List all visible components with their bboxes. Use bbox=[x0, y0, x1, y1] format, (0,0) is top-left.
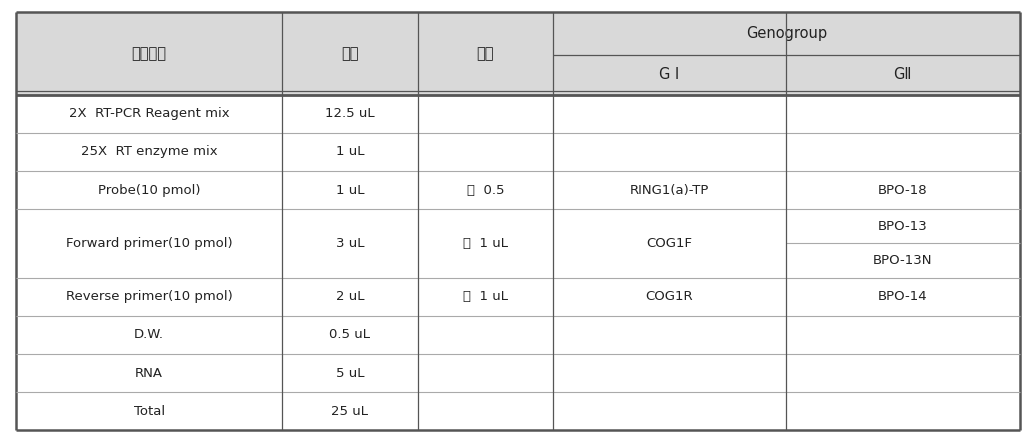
Bar bbox=[17, 354, 282, 392]
Text: 각  1 uL: 각 1 uL bbox=[463, 237, 508, 250]
Text: 25X  RT enzyme mix: 25X RT enzyme mix bbox=[81, 145, 218, 158]
Text: BPO-18: BPO-18 bbox=[879, 183, 927, 197]
Bar bbox=[553, 133, 786, 171]
Bar bbox=[786, 354, 1019, 392]
Bar bbox=[282, 133, 418, 171]
Bar bbox=[418, 278, 553, 316]
Bar bbox=[282, 278, 418, 316]
Text: 12.5 uL: 12.5 uL bbox=[325, 107, 375, 120]
Bar bbox=[282, 209, 418, 278]
Bar bbox=[418, 316, 553, 354]
Bar bbox=[786, 171, 1019, 209]
Text: 각  0.5: 각 0.5 bbox=[466, 183, 505, 197]
Bar bbox=[17, 316, 282, 354]
Text: 용량: 용량 bbox=[341, 46, 358, 61]
Text: 각  1 uL: 각 1 uL bbox=[463, 290, 508, 303]
Text: RNA: RNA bbox=[135, 366, 164, 380]
Bar bbox=[553, 95, 786, 133]
Text: Probe(10 pmol): Probe(10 pmol) bbox=[98, 183, 200, 197]
Bar bbox=[553, 11, 1019, 55]
Text: 1 uL: 1 uL bbox=[336, 183, 364, 197]
Text: 구성성분: 구성성분 bbox=[132, 46, 167, 61]
Text: Reverse primer(10 pmol): Reverse primer(10 pmol) bbox=[66, 290, 232, 303]
Bar bbox=[553, 278, 786, 316]
Text: D.W.: D.W. bbox=[135, 328, 164, 341]
Text: BPO-13N: BPO-13N bbox=[873, 254, 932, 267]
Text: 5 uL: 5 uL bbox=[336, 366, 364, 380]
Bar bbox=[17, 278, 282, 316]
Bar bbox=[553, 392, 786, 431]
Bar bbox=[418, 95, 553, 133]
Text: 0.5 uL: 0.5 uL bbox=[329, 328, 371, 341]
Bar bbox=[418, 392, 553, 431]
Bar bbox=[786, 55, 1019, 95]
Bar bbox=[17, 171, 282, 209]
Bar bbox=[17, 392, 282, 431]
Text: BPO-13: BPO-13 bbox=[877, 220, 928, 233]
Bar bbox=[553, 316, 786, 354]
Bar bbox=[418, 354, 553, 392]
Text: 25 uL: 25 uL bbox=[332, 405, 369, 418]
Bar bbox=[786, 278, 1019, 316]
Text: BPO-14: BPO-14 bbox=[879, 290, 927, 303]
Text: 1 uL: 1 uL bbox=[336, 145, 364, 158]
Bar bbox=[553, 209, 786, 278]
Text: RING1(a)-TP: RING1(a)-TP bbox=[630, 183, 710, 197]
Bar bbox=[418, 209, 553, 278]
Text: Forward primer(10 pmol): Forward primer(10 pmol) bbox=[66, 237, 232, 250]
Bar bbox=[786, 316, 1019, 354]
Bar bbox=[282, 95, 418, 133]
Bar bbox=[17, 209, 282, 278]
Bar bbox=[786, 209, 1019, 278]
Text: 3 uL: 3 uL bbox=[336, 237, 364, 250]
Text: Genogroup: Genogroup bbox=[746, 26, 827, 41]
Bar bbox=[282, 316, 418, 354]
Bar bbox=[786, 392, 1019, 431]
Text: COG1F: COG1F bbox=[646, 237, 692, 250]
Text: 비고: 비고 bbox=[477, 46, 494, 61]
Text: Total: Total bbox=[134, 405, 165, 418]
Bar bbox=[553, 354, 786, 392]
Bar bbox=[17, 11, 282, 95]
Bar bbox=[786, 95, 1019, 133]
Bar bbox=[17, 95, 282, 133]
Text: 2X  RT-PCR Reagent mix: 2X RT-PCR Reagent mix bbox=[68, 107, 230, 120]
Bar bbox=[553, 171, 786, 209]
Bar bbox=[282, 392, 418, 431]
Text: GⅡ: GⅡ bbox=[894, 68, 912, 83]
Text: G I: G I bbox=[660, 68, 680, 83]
Bar bbox=[17, 133, 282, 171]
Text: COG1R: COG1R bbox=[645, 290, 693, 303]
Bar bbox=[418, 11, 553, 95]
Bar bbox=[282, 354, 418, 392]
Bar bbox=[282, 11, 418, 95]
Bar bbox=[418, 133, 553, 171]
Bar bbox=[553, 55, 786, 95]
Bar bbox=[282, 171, 418, 209]
Bar bbox=[786, 133, 1019, 171]
Bar bbox=[418, 171, 553, 209]
Text: 2 uL: 2 uL bbox=[336, 290, 364, 303]
